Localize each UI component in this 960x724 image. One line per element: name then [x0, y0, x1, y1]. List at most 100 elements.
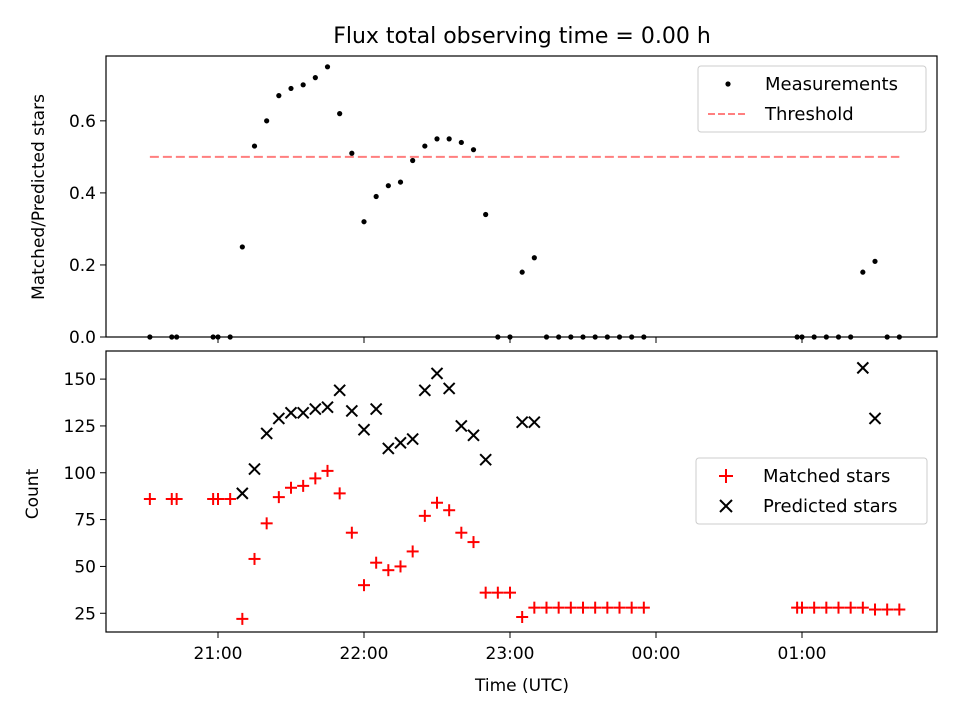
predicted-stars-point — [528, 415, 541, 429]
legend-measurements-marker — [725, 81, 731, 87]
predicted-stars-point — [467, 429, 480, 442]
measurements-point — [872, 258, 878, 264]
legend-threshold-label: Threshold — [764, 104, 854, 125]
matched-stars-point — [491, 586, 504, 599]
predicted-stars-point — [309, 402, 322, 416]
matched-stars-point — [796, 601, 808, 614]
matched-stars-point — [345, 526, 358, 539]
matched-stars-point — [625, 601, 638, 614]
predicted-stars-point — [382, 442, 395, 455]
matched-stars-point — [613, 601, 626, 614]
matched-stars-point — [808, 601, 821, 614]
measurements-point — [385, 183, 391, 189]
measurements-point — [300, 82, 306, 88]
matched-stars-point — [844, 601, 857, 614]
top-y-tick-label: 0.0 — [69, 328, 96, 348]
matched-stars-point — [564, 601, 577, 614]
predicted-stars-point — [515, 415, 529, 429]
measurements-point — [251, 143, 258, 149]
matched-stars-point — [418, 509, 431, 522]
matched-stars-point — [893, 603, 906, 616]
bottom-y-tick-label: 150 — [64, 370, 96, 390]
matched-stars-point — [406, 545, 419, 558]
matched-stars-point — [869, 603, 881, 616]
matched-stars-point — [143, 492, 156, 505]
top-y-ticks: 0.0 0.2 0.4 0.6 — [69, 112, 106, 348]
bottom-legend-box — [695, 457, 928, 525]
matched-stars-point — [589, 601, 602, 614]
bottom-legend: Matched stars Predicted stars — [695, 457, 928, 525]
top-y-tick-label: 0.4 — [69, 184, 96, 204]
matched-stars-point — [321, 464, 334, 477]
predicted-stars-point — [284, 406, 298, 420]
matched-stars-point — [540, 601, 553, 614]
predicted-stars-point — [357, 423, 371, 436]
measurements-point — [458, 139, 464, 146]
bottom-x-tick-label: 01:00 — [778, 644, 827, 664]
measurements-point — [337, 111, 343, 117]
predicted-stars-point — [248, 462, 261, 476]
bottom-axes-frame — [105, 350, 938, 633]
predicted-stars-point — [333, 384, 346, 397]
measurements-point — [434, 136, 440, 142]
predicted-stars-point — [394, 436, 407, 450]
matched-stars-point — [370, 556, 383, 569]
matched-stars-point — [431, 496, 443, 509]
measurements-point — [264, 118, 270, 124]
bottom-y-tick-label: 50 — [74, 557, 96, 577]
top-x-ticks — [217, 337, 803, 343]
predicted-stars-point — [418, 384, 432, 397]
matched-stars-point — [552, 601, 565, 614]
matched-stars-point — [382, 564, 395, 577]
bottom-x-tick-label: 23:00 — [486, 644, 535, 664]
measurements-point — [410, 157, 416, 164]
matched-stars-point — [260, 517, 273, 530]
bottom-x-tick-label: 00:00 — [632, 644, 681, 664]
matched-stars-point — [479, 586, 492, 599]
matched-stars-point — [333, 487, 346, 500]
matched-stars-point — [443, 504, 456, 517]
top-legend-box — [697, 65, 927, 133]
legend-measurements-label: Measurements — [765, 74, 898, 95]
matched-stars-point — [504, 586, 516, 599]
predicted-stars-point — [430, 367, 444, 380]
bottom-x-tick-label: 22:00 — [340, 644, 389, 664]
bottom-y-tick-label: 25 — [74, 604, 96, 624]
matched-stars-point — [297, 479, 310, 492]
predicted-stars-point — [345, 404, 359, 418]
matched-stars-point — [285, 481, 297, 494]
predicted-stars-point — [868, 412, 882, 425]
bottom-x-ticks: 21:00 22:00 23:00 00:00 01:00 — [194, 632, 827, 664]
predicted-stars-point — [260, 427, 273, 440]
bottom-y-ticks: 25 50 75 100 125 150 — [64, 370, 106, 624]
predicted-stars-point — [321, 400, 334, 414]
measurements-point — [422, 143, 428, 149]
top-gridless-axes-marks — [147, 64, 902, 340]
measurements-point — [312, 75, 318, 81]
measurements-point — [531, 255, 537, 261]
top-y-tick-label: 0.6 — [69, 112, 96, 132]
predicted-stars-point — [442, 382, 456, 395]
predicted-stars-point — [296, 406, 310, 420]
matched-stars-point — [236, 612, 249, 625]
legend-predicted-label: Predicted stars — [763, 496, 897, 517]
predicted-stars-point — [479, 453, 492, 466]
matched-stars-point — [272, 491, 285, 504]
matched-stars-point — [248, 552, 261, 565]
measurements-point — [349, 150, 355, 156]
matched-stars-point — [820, 601, 833, 614]
bottom-x-axis-label: Time (UTC) — [474, 676, 569, 696]
top-y-axis-label: Matched/Predicted stars — [29, 94, 49, 300]
matched-stars-point — [577, 601, 589, 614]
matched-stars-point — [881, 603, 894, 616]
predicted-stars-point — [236, 487, 249, 500]
matched-stars-point — [212, 492, 224, 505]
matched-stars-point — [394, 560, 407, 573]
measurements-point — [397, 179, 404, 185]
legend-matched-marker — [719, 469, 733, 483]
matched-stars-point — [601, 601, 614, 614]
matched-stars-point — [358, 579, 370, 592]
top-chart-title: Flux total observing time = 0.00 h — [333, 24, 711, 49]
measurements-point — [373, 193, 379, 200]
